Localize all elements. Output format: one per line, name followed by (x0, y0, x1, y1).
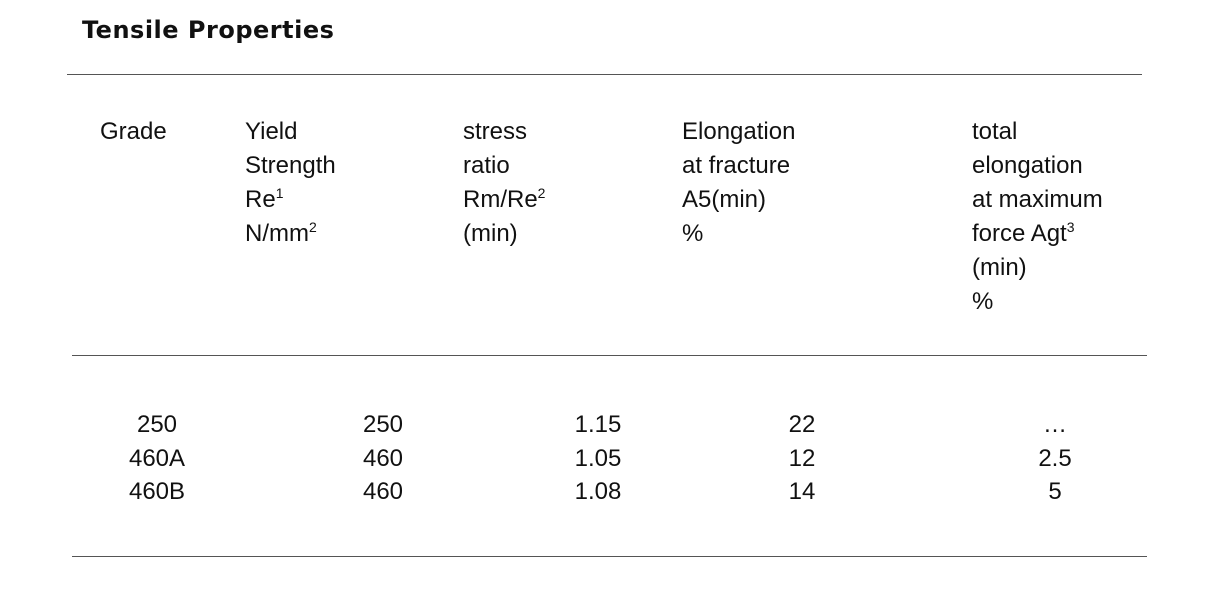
header-text: at maximum (972, 186, 1103, 213)
header-line: (min) (972, 251, 1103, 285)
header-text: A5(min) (682, 186, 767, 213)
footnote-ref: 2 (308, 219, 317, 235)
header-text: % (682, 220, 704, 247)
header-line: elongation (972, 149, 1103, 183)
table-cell: 1.05 (574, 445, 622, 472)
header-line: % (972, 285, 1103, 319)
table-cell: 12 (788, 445, 816, 472)
header-text: Rm/Re (463, 186, 538, 213)
header-line: (min) (463, 217, 545, 251)
header-line: total (972, 115, 1103, 149)
header-text: elongation (972, 152, 1083, 179)
header-cell: Yield Strength Re1 N/mm2 (245, 115, 336, 251)
header-cell: Elongation at fracture A5(min)% (682, 115, 795, 251)
header-line: N/mm2 (245, 217, 336, 251)
header-line: stress (463, 115, 545, 149)
table-cell: 250 (136, 411, 178, 438)
header-line: % (682, 217, 795, 251)
table-cell: 250 (362, 411, 404, 438)
header-line: Re1 (245, 183, 336, 217)
header-line: ratio (463, 149, 545, 183)
section-title: Tensile Properties (82, 16, 335, 44)
header-line: Grade (100, 115, 167, 149)
header-line: at fracture (682, 149, 795, 183)
table-cell: 14 (788, 478, 816, 505)
header-text: Elongation (682, 118, 796, 145)
table-cell: 460 (362, 445, 404, 472)
header-line: force Agt3 (972, 217, 1103, 251)
header-line: A5(min) (682, 183, 795, 217)
table-cell: 1.08 (574, 478, 622, 505)
header-text: stress (463, 118, 528, 145)
header-text: ratio (463, 152, 510, 179)
top-rule (67, 74, 1142, 75)
header-text: Re (245, 186, 276, 213)
header-text: Strength (245, 152, 336, 179)
header-text: total (972, 118, 1018, 145)
header-line: Rm/Re2 (463, 183, 545, 217)
header-text: % (972, 288, 994, 315)
table-cell: 460A (128, 445, 186, 472)
bottom-rule (72, 556, 1147, 557)
header-text: force Agt (972, 220, 1067, 247)
table-cell: 460 (362, 478, 404, 505)
footnote-ref: 2 (537, 185, 546, 201)
table-cell: … (1043, 411, 1067, 438)
table-cell: 5 (1048, 478, 1062, 505)
header-cell: Grade (100, 115, 167, 149)
header-text: Yield (245, 118, 298, 145)
header-text: at fracture (682, 152, 791, 179)
footnote-ref: 1 (275, 185, 284, 201)
header-line: Yield (245, 115, 336, 149)
header-text: (min) (972, 254, 1027, 281)
table-cell: 22 (788, 411, 816, 438)
header-text: Grade (100, 118, 167, 145)
header-line: Strength (245, 149, 336, 183)
footnote-ref: 3 (1066, 219, 1075, 235)
header-line: at maximum (972, 183, 1103, 217)
header-rule (72, 355, 1147, 356)
header-text: N/mm (245, 220, 309, 247)
header-cell: stress ratio Rm/Re2 (min) (463, 115, 545, 251)
table-cell: 460B (128, 478, 186, 505)
header-text: (min) (463, 220, 518, 247)
header-line: Elongation (682, 115, 795, 149)
table-cell: 1.15 (574, 411, 622, 438)
table-cell: 2.5 (1038, 445, 1072, 472)
header-cell: total elongation at maximum force Agt3 (min)… (972, 115, 1103, 319)
